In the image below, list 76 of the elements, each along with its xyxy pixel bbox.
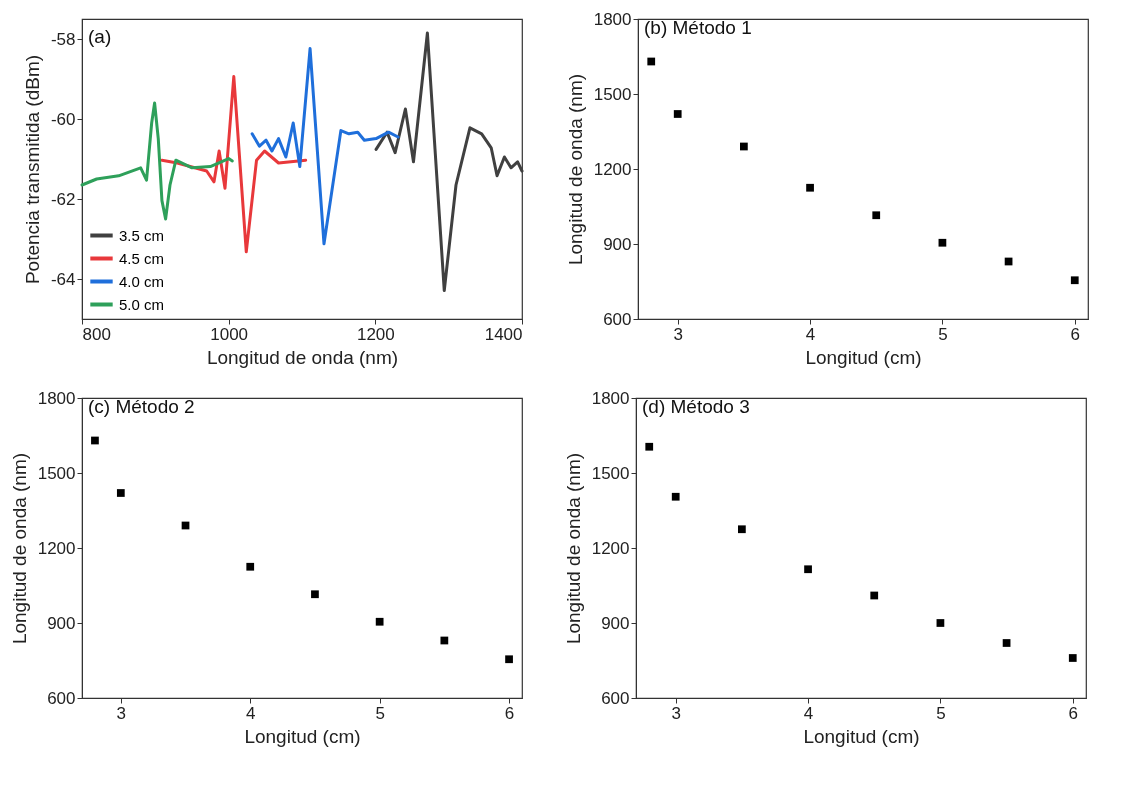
point: [375, 617, 384, 626]
x-tick-label: 5: [936, 703, 946, 723]
x-tick-label: 4: [803, 703, 814, 723]
x-tick-label: 1000: [210, 324, 249, 344]
y-tick-label: 600: [47, 688, 76, 708]
y-tick-label: 1200: [593, 159, 632, 179]
x-tick-label: 5: [938, 324, 948, 344]
x-tick-label: 6: [504, 703, 515, 723]
point: [645, 442, 654, 451]
y-tick-label: 1500: [37, 463, 76, 483]
y-tick-label: -62: [50, 189, 76, 209]
chart-title: (b) Método 1: [644, 17, 752, 38]
point: [671, 492, 680, 501]
point: [938, 238, 947, 247]
x-tick-label: 5: [375, 703, 385, 723]
y-axis-title: Longitud de onda (nm): [564, 73, 586, 266]
legend-label: 4.5 cm: [119, 249, 165, 267]
chart-title: (d) Método 3: [642, 396, 750, 417]
y-tick-label: 1200: [591, 538, 630, 558]
legend-label: 5.0 cm: [119, 295, 165, 313]
point: [505, 655, 513, 664]
x-tick-label: 6: [1070, 324, 1080, 344]
point: [870, 591, 879, 600]
point: [1070, 276, 1079, 285]
y-tick-label: 1800: [593, 9, 632, 29]
y-axis-title: Longitud de onda (nm): [8, 452, 30, 645]
x-tick-label: 4: [246, 703, 256, 723]
point: [1002, 639, 1011, 647]
x-tick-label: 3: [673, 324, 683, 344]
y-tick-label: -60: [50, 109, 76, 129]
y-tick-label: -64: [50, 269, 76, 289]
point: [246, 562, 255, 571]
point: [91, 436, 99, 445]
x-axis-title: Longitud de onda (nm): [206, 346, 399, 368]
x-axis-title: Longitud (cm): [803, 725, 920, 747]
y-tick-label: 900: [47, 613, 76, 633]
y-tick-label: -58: [50, 29, 76, 49]
legend-label: 3.5 cm: [119, 226, 165, 244]
legend-label: 4.0 cm: [119, 272, 165, 290]
y-tick-label: 900: [601, 613, 630, 633]
point: [440, 636, 449, 645]
x-tick-label: 3: [671, 703, 681, 723]
line-series: [250, 47, 400, 246]
point: [1068, 654, 1077, 662]
x-tick-label: 6: [1068, 703, 1078, 723]
x-tick-label: 800: [82, 324, 111, 344]
x-tick-label: 1400: [484, 324, 523, 344]
x-tick-label: 1200: [356, 324, 395, 344]
chart-title: (c) Método 2: [88, 396, 195, 417]
point: [647, 57, 656, 66]
line-series: [374, 31, 524, 293]
y-tick-label: 1800: [37, 388, 76, 408]
x-axis-title: Longitud (cm): [244, 725, 361, 747]
point: [806, 183, 814, 192]
y-tick-label: 1200: [37, 538, 76, 558]
y-tick-label: 1500: [593, 84, 632, 104]
point: [804, 565, 812, 574]
y-tick-label: 600: [601, 688, 630, 708]
chart-title: (a): [88, 26, 112, 47]
y-tick-label: 600: [603, 309, 632, 329]
y-tick-label: 1800: [591, 388, 630, 408]
point: [740, 142, 748, 151]
y-tick-label: 1500: [591, 463, 630, 483]
x-tick-label: 3: [116, 703, 127, 723]
y-axis-title: Longitud de onda (nm): [562, 452, 584, 645]
y-tick-label: 900: [603, 234, 632, 254]
y-axis-title: Potencia transmitida (dBm): [21, 54, 43, 285]
point: [936, 619, 945, 627]
point: [673, 110, 682, 118]
point: [116, 489, 125, 497]
point: [872, 211, 881, 220]
point: [311, 590, 319, 599]
line-series: [80, 101, 234, 221]
x-tick-label: 4: [805, 324, 816, 344]
point: [738, 525, 746, 534]
x-axis-title: Longitud (cm): [805, 346, 922, 368]
